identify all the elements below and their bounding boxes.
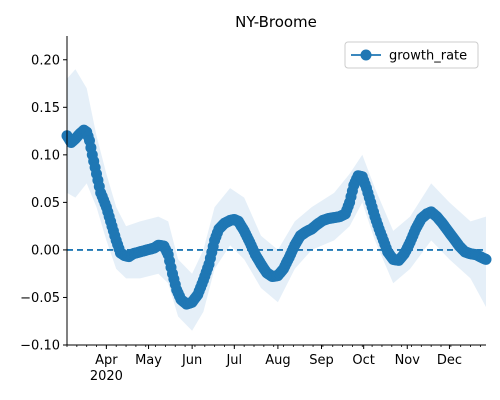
x-tick-label: Jul	[225, 353, 242, 368]
y-tick-label: 0.00	[31, 243, 60, 258]
x-tick-label: Nov	[395, 353, 421, 368]
y-tick-label: 0.20	[31, 53, 60, 68]
confidence-band-layer	[67, 69, 486, 331]
y-tick-label: 0.10	[31, 148, 60, 163]
x-tick-label: Apr	[95, 353, 118, 368]
chart-title: NY-Broome	[235, 13, 317, 31]
legend-dot-marker	[360, 49, 372, 61]
y-tick-label: 0.15	[31, 101, 60, 116]
data-point	[480, 253, 492, 265]
y-tick-label: −0.05	[20, 291, 60, 306]
x-tick-label: May	[135, 353, 162, 368]
x-tick-label: Oct	[352, 353, 374, 368]
axes-layer: −0.10 −0.05 0.00 0.05 0.10 0.15 0.20 Apr May Jun J…	[20, 36, 486, 384]
x-year-label: 2020	[90, 369, 123, 384]
x-tick-label: Jun	[181, 353, 202, 368]
x-tick-label: Dec	[437, 353, 462, 368]
legend-label-growth-rate: growth_rate	[389, 49, 467, 64]
legend-box	[344, 41, 479, 69]
confidence-band	[67, 69, 486, 331]
y-tick-label: 0.05	[31, 196, 60, 211]
x-tick-label: Sep	[309, 353, 334, 368]
legend: growth_rate	[344, 41, 479, 69]
x-tick-label: Aug	[265, 353, 290, 368]
series-layer	[61, 124, 492, 310]
y-tick-label: −0.10	[20, 339, 60, 354]
